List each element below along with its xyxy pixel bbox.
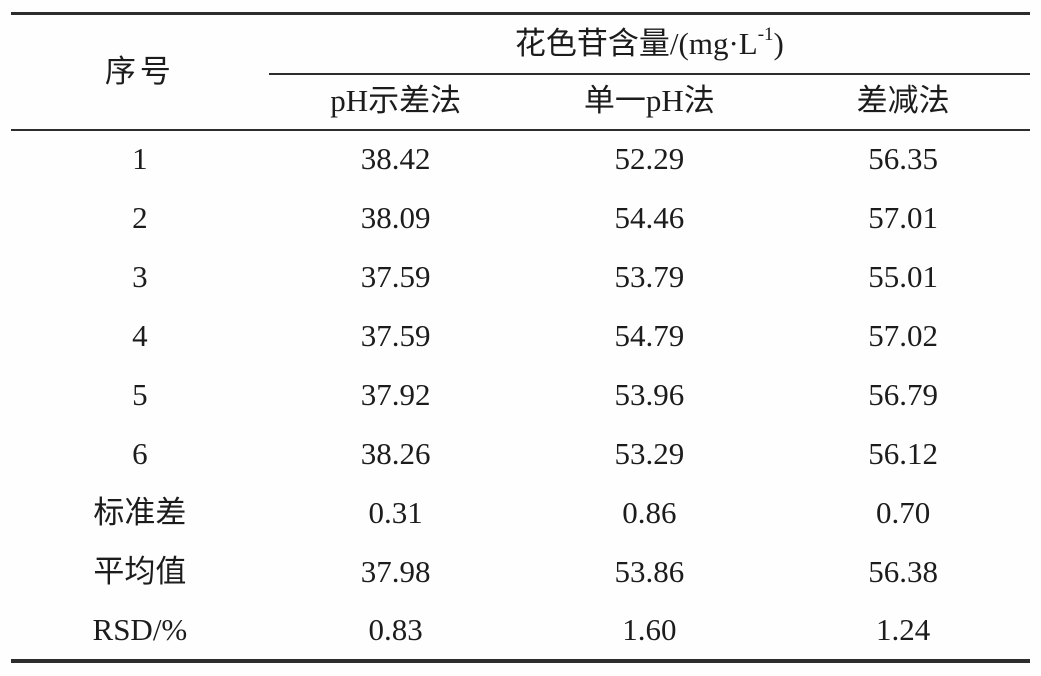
- table-row: 4 37.59 54.79 57.02: [11, 307, 1030, 366]
- table-row: 5 37.92 53.96 56.79: [11, 366, 1030, 425]
- anthocyanin-content-table: 序号 花色苷含量/(mg·L-1) pH示差法 单一pH法 差减法 1 38.4…: [11, 12, 1030, 663]
- table-cell: 52.29: [614, 141, 685, 177]
- table-cell: 0.86: [622, 494, 677, 530]
- table-cell: 0.83: [368, 611, 423, 647]
- table-row-standard-deviation: 标准差 0.31 0.86 0.70: [11, 484, 1030, 543]
- table-row-mean: 平均值 37.98 53.86 56.38: [11, 543, 1030, 602]
- row-label: 平均值: [93, 553, 187, 589]
- row-label: RSD/%: [92, 611, 188, 647]
- table-cell: 1.60: [622, 611, 677, 647]
- table-cell: 38.09: [360, 199, 431, 235]
- table-cell: 56.12: [868, 435, 938, 471]
- table-header: 序号 花色苷含量/(mg·L-1) pH示差法 单一pH法 差减法: [11, 13, 1030, 131]
- row-label: 标准差: [93, 494, 187, 530]
- table-cell: 38.26: [360, 435, 431, 471]
- header-row-span: 序号 花色苷含量/(mg·L-1): [11, 13, 1030, 131]
- row-label: 6: [132, 435, 148, 471]
- table-cell: 56.79: [868, 376, 938, 412]
- row-label: 3: [132, 258, 148, 294]
- table-cell: 54.79: [614, 317, 685, 353]
- header-cell-anthocyanin-content-unit: 花色苷含量/(mg·L-1): [268, 13, 1030, 75]
- table-cell: 37.92: [360, 376, 431, 412]
- table-cell: 0.70: [875, 494, 931, 530]
- table-row: 3 37.59 53.79 55.01: [11, 248, 1030, 307]
- header-row-methods: pH示差法 单一pH法 差减法: [11, 73, 1030, 131]
- table-cell: 55.01: [868, 258, 938, 294]
- row-label: 1: [132, 141, 148, 177]
- row-label: 2: [132, 199, 148, 235]
- table-body: 1 38.42 52.29 56.35 2 38.09 54.46 57.01 …: [11, 130, 1030, 661]
- table-cell: 57.02: [868, 317, 938, 353]
- table-cell: 54.46: [614, 199, 685, 235]
- table-row: 6 38.26 53.29 56.12: [11, 425, 1030, 484]
- row-label: 4: [132, 317, 148, 353]
- header-cell-single-ph-method: 单一pH法: [522, 73, 777, 131]
- header-cell-ph-differential-method: pH示差法: [268, 73, 523, 131]
- table-cell: 37.59: [360, 258, 431, 294]
- table-cell: 53.29: [614, 435, 685, 471]
- table-cell: 38.42: [360, 141, 431, 177]
- table-cell: 53.86: [614, 553, 685, 589]
- row-label: 5: [132, 376, 148, 412]
- table-cell: 56.35: [868, 141, 938, 177]
- table-cell: 56.38: [868, 553, 938, 589]
- unit-suffix: ): [773, 25, 784, 61]
- table-cell: 0.31: [368, 494, 423, 530]
- header-cell-subtraction-method: 差减法: [776, 73, 1030, 131]
- table-cell: 37.59: [360, 317, 431, 353]
- table-cell: 37.98: [360, 553, 431, 589]
- table-cell: 57.01: [868, 199, 938, 235]
- unit-superscript: -1: [757, 24, 774, 46]
- table-row: 2 38.09 54.46 57.01: [11, 189, 1030, 248]
- table-row-rsd: RSD/% 0.83 1.60 1.24: [11, 602, 1030, 661]
- table-cell: 53.79: [614, 258, 685, 294]
- table-cell: 53.96: [614, 376, 685, 412]
- table-row: 1 38.42 52.29 56.35: [11, 130, 1030, 189]
- unit-prefix: 花色苷含量/(mg·L: [514, 25, 758, 61]
- header-cell-serial-number: 序号: [11, 13, 269, 131]
- table-cell: 1.24: [875, 611, 931, 647]
